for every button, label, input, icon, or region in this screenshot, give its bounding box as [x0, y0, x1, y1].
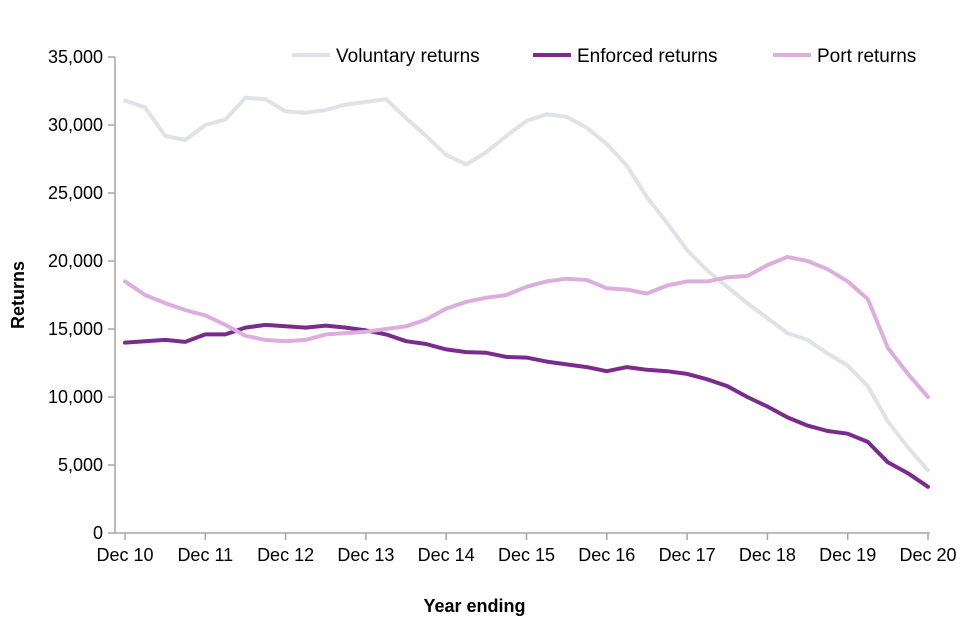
y-tick-label: 35,000: [48, 47, 103, 67]
series-line-port-returns: [123, 254, 930, 399]
y-tick-label: 20,000: [48, 251, 103, 271]
series-group: [123, 95, 930, 489]
x-axis: Dec 10 Dec 11 Dec 12 Dec 13 Dec 14 Dec 15 Dec …: [96, 533, 957, 565]
x-tick-label: Dec 20: [899, 545, 956, 565]
x-axis-title: Year ending: [423, 596, 525, 616]
series-line-voluntary-returns: [123, 95, 930, 473]
legend: Voluntary returns Enforced returns Port re…: [292, 46, 916, 67]
legend-label: Port returns: [817, 46, 916, 67]
y-axis-title: Returns: [8, 261, 28, 329]
x-tick-label: Dec 11: [177, 545, 233, 565]
x-tick-label: Dec 12: [257, 545, 314, 565]
legend-label: Voluntary returns: [336, 46, 480, 67]
x-tick-label: Dec 14: [418, 545, 475, 565]
x-tick-label: Dec 13: [337, 545, 394, 565]
x-tick-label: Dec 10: [96, 545, 153, 565]
y-tick-label: 0: [93, 523, 103, 543]
y-tick-label: 25,000: [48, 183, 103, 203]
y-tick-label: 15,000: [48, 319, 103, 339]
y-tick-label: 5,000: [58, 455, 103, 475]
y-axis: 0 5,000 10,000 15,000 20,000 25,000 30,000 35,0…: [48, 47, 115, 543]
x-tick-label: Dec 15: [498, 545, 555, 565]
x-tick-label: Dec 19: [819, 545, 876, 565]
y-tick-label: 10,000: [48, 387, 103, 407]
legend-label: Enforced returns: [577, 46, 717, 67]
x-tick-label: Dec 17: [659, 545, 716, 565]
x-tick-label: Dec 16: [578, 545, 635, 565]
x-tick-label: Dec 18: [739, 545, 796, 565]
series-line-enforced-returns: [123, 322, 930, 489]
y-tick-label: 30,000: [48, 115, 103, 135]
